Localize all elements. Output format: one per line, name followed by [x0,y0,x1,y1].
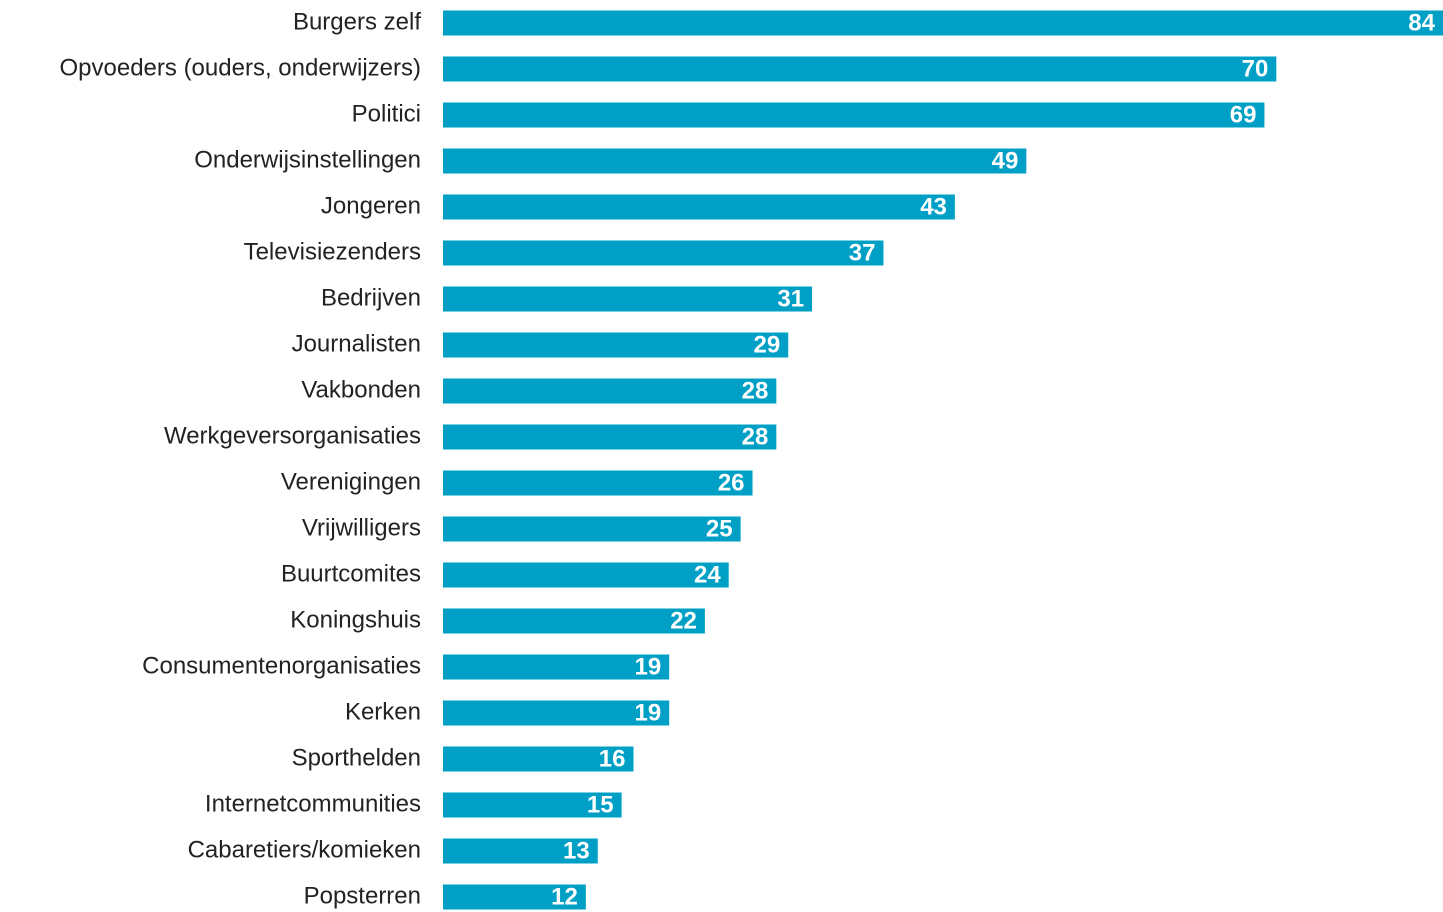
bar [443,102,1265,128]
y-tick-label: Consumentenorganisaties [142,652,421,679]
y-tick-label: Cabaretiers/komieken [188,836,421,863]
y-tick-label: Werkgeversorganisaties [164,422,421,449]
y-tick-label: Vrijwilligers [302,514,421,541]
y-tick-label: Jongeren [321,192,421,219]
y-tick-label: Televisiezenders [244,238,421,265]
y-tick-label: Popsterren [304,882,421,909]
y-tick-label: Sporthelden [292,744,421,771]
bar [443,654,670,680]
bar [443,56,1277,82]
y-tick-label: Verenigingen [281,468,421,495]
bar [443,792,622,818]
data-label: 13 [563,837,590,864]
data-label: 16 [599,745,626,772]
y-tick-label: Politici [352,100,421,127]
bar [443,700,670,726]
data-label: 37 [849,239,876,266]
bar [443,746,634,772]
data-label: 26 [718,469,745,496]
bar [443,516,741,542]
data-label: 84 [1408,9,1435,36]
bar [443,332,789,358]
y-tick-label: Bedrijven [321,284,421,311]
data-label: 28 [742,423,769,450]
data-label: 25 [706,515,733,542]
bar [443,148,1027,174]
data-label: 15 [587,791,614,818]
y-tick-label: Opvoeders (ouders, onderwijzers) [60,54,422,81]
data-label: 31 [777,285,804,312]
bar [443,10,1443,36]
bar [443,286,813,312]
data-label: 24 [694,561,721,588]
data-label: 29 [754,331,781,358]
y-tick-label: Koningshuis [290,606,421,633]
bar [443,194,955,220]
bar [443,562,729,588]
data-label: 28 [742,377,769,404]
y-tick-label: Buurtcomites [281,560,421,587]
data-label: 12 [551,883,578,910]
data-label: 19 [634,653,661,680]
y-tick-label: Onderwijsinstellingen [194,146,421,173]
bar [443,378,777,404]
bar [443,608,705,634]
bar [443,240,884,266]
data-label: 70 [1242,55,1269,82]
bar [443,884,586,910]
y-tick-label: Burgers zelf [293,8,421,35]
y-tick-label: Journalisten [292,330,421,357]
y-tick-label: Internetcommunities [205,790,421,817]
y-tick-label: Vakbonden [301,376,421,403]
bar [443,470,753,496]
data-label: 43 [920,193,947,220]
data-label: 49 [992,147,1019,174]
data-label: 19 [634,699,661,726]
y-tick-label: Kerken [345,698,421,725]
data-label: 69 [1230,101,1257,128]
data-label: 22 [670,607,697,634]
bar [443,838,598,864]
bar [443,424,777,450]
